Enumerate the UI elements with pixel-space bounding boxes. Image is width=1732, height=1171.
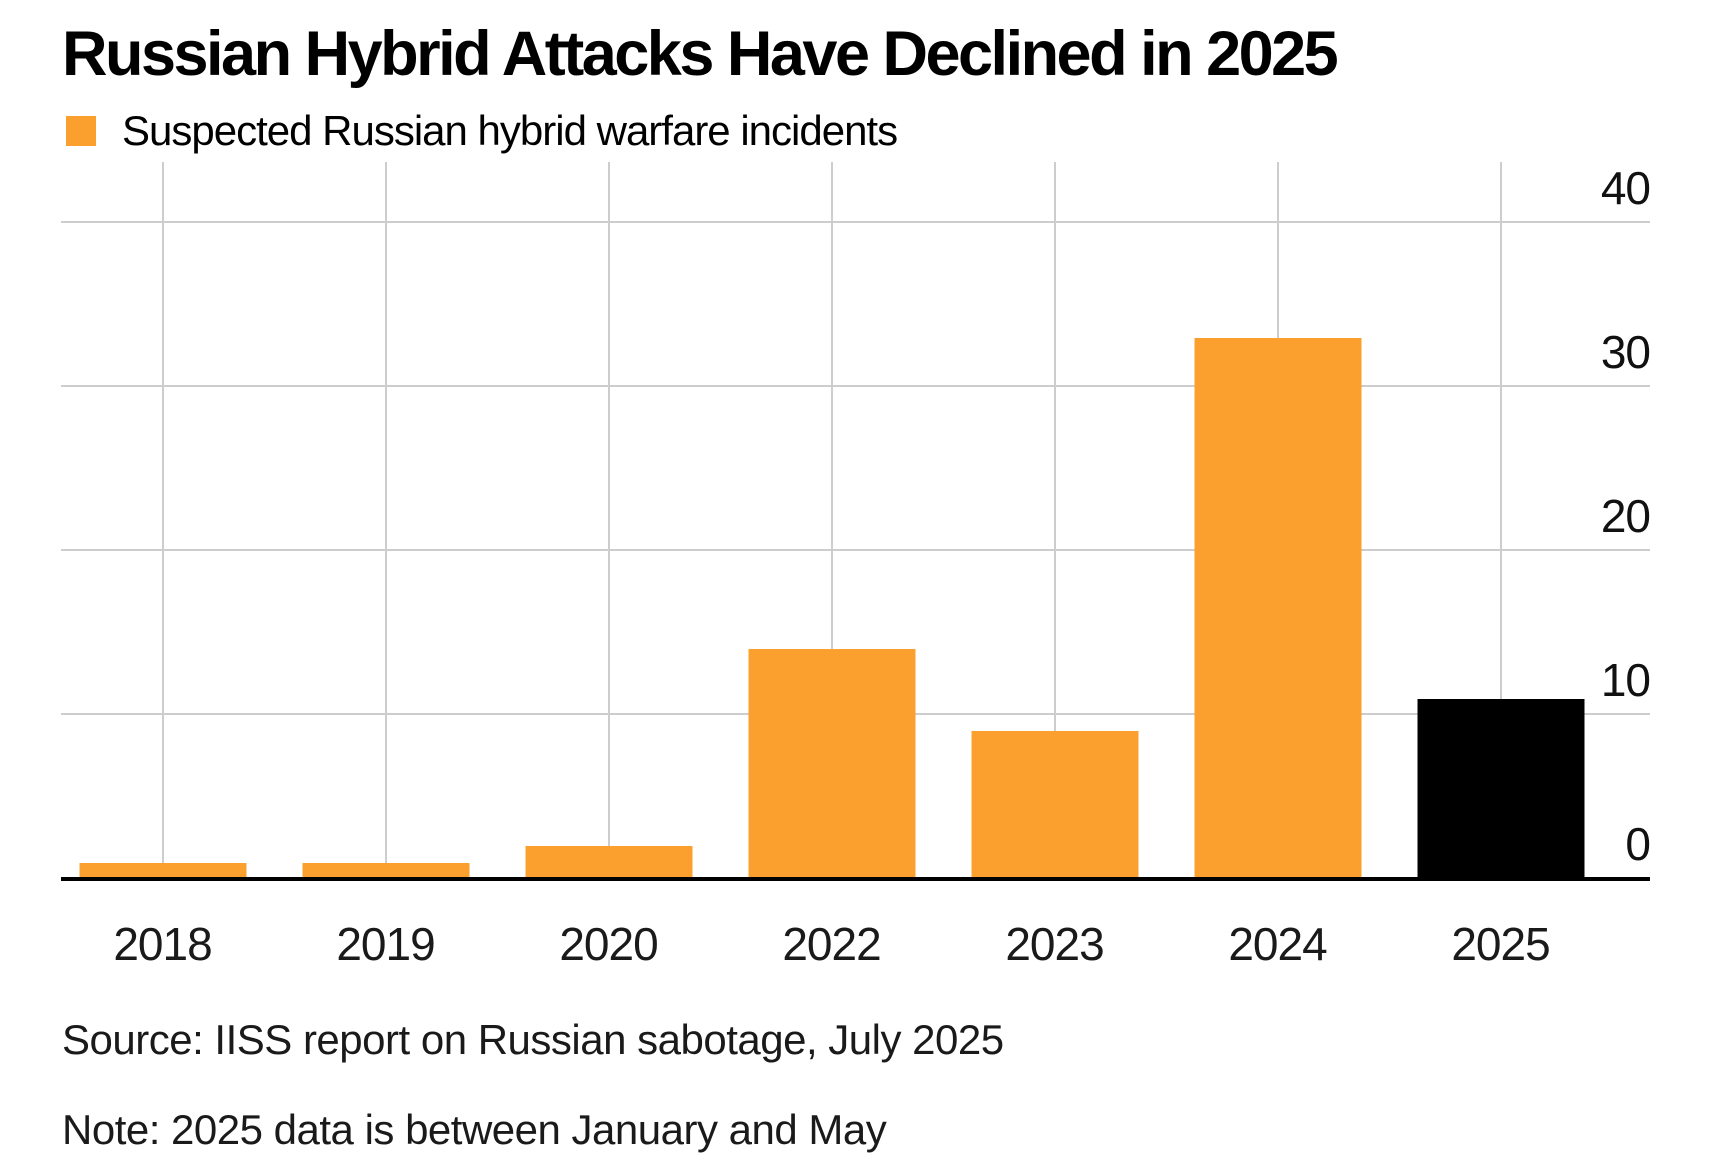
y-tick-label-20: 20 [1600, 489, 1651, 542]
bar-slot-2022: 2022 [720, 162, 943, 967]
bar-2023 [971, 731, 1138, 879]
bar-slots: 2018 2019 2020 2022 2023 2024 2025 [51, 162, 1612, 967]
y-tick-label-30: 30 [1600, 325, 1651, 378]
bar-slot-2023: 2023 [943, 162, 1166, 967]
x-tick-label-2022: 2022 [782, 918, 881, 970]
bar-slot-2019: 2019 [274, 162, 497, 967]
bar-slot-2020: 2020 [497, 162, 720, 967]
v-gridline-2025 [1499, 162, 1502, 879]
v-gridline-2019 [384, 162, 387, 879]
bar-2025 [1417, 698, 1584, 879]
bar-2022 [748, 649, 915, 879]
y-tick-label-10: 10 [1600, 653, 1651, 706]
bar-slot-2025: 2025 [1389, 162, 1612, 967]
v-gridline-2020 [607, 162, 610, 879]
x-tick-label-2023: 2023 [1005, 918, 1104, 970]
legend-swatch-icon [66, 116, 96, 146]
y-tick-label-0: 0 [1625, 818, 1651, 870]
bar-2018 [79, 862, 246, 879]
y-tick-label-40: 40 [1600, 161, 1651, 214]
v-gridline-2023 [1053, 162, 1056, 879]
v-gridline-2018 [161, 162, 164, 879]
bar-2024 [1194, 337, 1361, 879]
note-text: Note: 2025 data is between January and M… [62, 1106, 887, 1153]
source-text: Source: IISS report on Russian sabotage,… [62, 1016, 1004, 1063]
h-gridline-30 [61, 384, 1650, 387]
legend-label: Suspected Russian hybrid warfare inciden… [122, 107, 898, 154]
x-tick-label-2020: 2020 [559, 918, 658, 970]
x-tick-label-2019: 2019 [336, 918, 435, 970]
bar-slot-2018: 2018 [51, 162, 274, 967]
h-gridline-20 [61, 548, 1650, 551]
x-tick-label-2025: 2025 [1451, 918, 1550, 970]
bar-2020 [525, 846, 692, 879]
bar-slot-2024: 2024 [1166, 162, 1389, 967]
h-gridline-40 [61, 220, 1650, 223]
legend: Suspected Russian hybrid warfare inciden… [66, 107, 898, 154]
v-gridline-2022 [830, 162, 833, 879]
x-tick-label-2024: 2024 [1228, 918, 1327, 970]
plot-area: 0 10 20 30 40 2018 2019 2020 2022 2023 2024 2025 [61, 161, 1651, 967]
x-tick-label-2018: 2018 [113, 918, 212, 970]
chart-title: Russian Hybrid Attacks Have Declined in … [62, 19, 1339, 89]
x-axis-line [61, 877, 1650, 881]
bar-2019 [302, 862, 469, 879]
